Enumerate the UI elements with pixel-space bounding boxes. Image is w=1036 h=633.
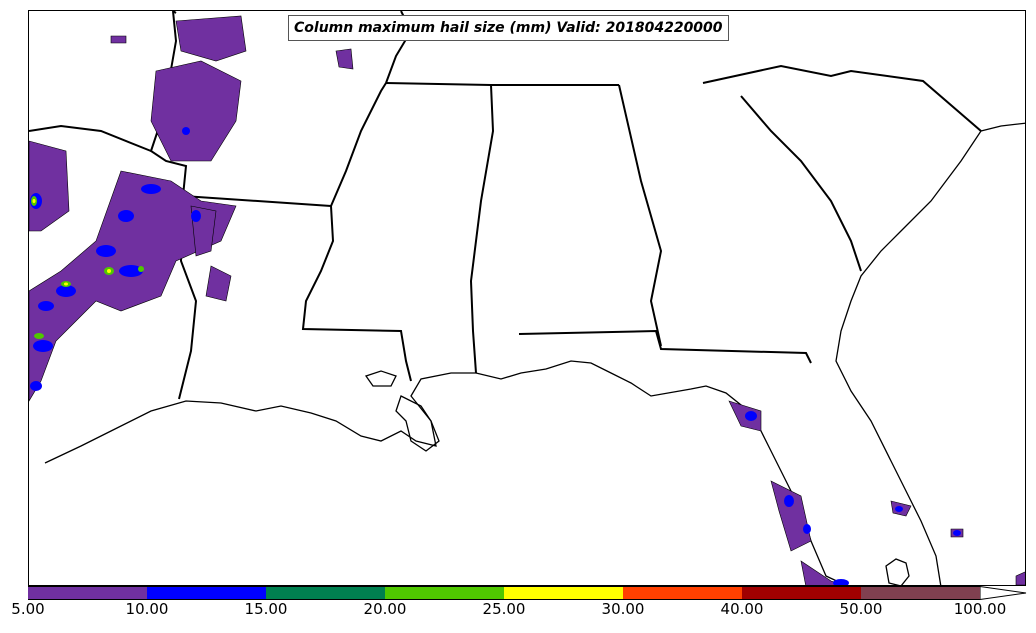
- atlantic-coast-ga-fl: [835, 130, 982, 585]
- boundary-tn-south: [385, 82, 619, 86]
- gulf-coast-tx: [44, 360, 842, 584]
- map-frame: [28, 10, 1026, 586]
- colorbar-extension: [980, 586, 1027, 600]
- colorbar: [28, 586, 1027, 600]
- boundary-ms-river: [301, 205, 412, 382]
- colorbar-segment: [861, 586, 980, 600]
- coastline: [44, 122, 1025, 585]
- atlantic-coast: [980, 122, 1025, 132]
- boundary-al-ga: [618, 84, 663, 347]
- boundary-ms-west: [330, 82, 387, 207]
- colorbar-tick-label: 15.00: [244, 600, 288, 618]
- colorbar-segment: [385, 586, 504, 600]
- map-canvas: [29, 11, 1025, 585]
- colorbar-tick-label: 10.00: [125, 600, 169, 618]
- hail-field-blue: [30, 127, 961, 585]
- colorbar-segment: [266, 586, 385, 600]
- boundary-ga-sc-river: [740, 95, 862, 272]
- colorbar-tick-label: 100.00: [953, 600, 1007, 618]
- boundary-mo-ar: [172, 11, 177, 14]
- colorbar-tick-label: 25.00: [482, 600, 526, 618]
- colorbar-segment: [742, 586, 861, 600]
- colorbar-tick-label: 5.00: [11, 600, 45, 618]
- boundary-ga-sc: [702, 64, 982, 132]
- hail-field-purple: [29, 15, 1025, 585]
- colorbar-segment: [147, 586, 266, 600]
- boundary-ar-ms-river: [149, 11, 188, 197]
- colorbar-segment: [504, 586, 623, 600]
- colorbar-tick-label: 30.00: [601, 600, 645, 618]
- colorbar-segment: [623, 586, 742, 600]
- boundary-ms-al: [469, 84, 495, 374]
- map-title: Column maximum hail size (mm) Valid: 201…: [288, 15, 729, 41]
- boundary-ok-tx: [29, 124, 152, 152]
- colorbar-tick-label: 40.00: [720, 600, 764, 618]
- lake-pontchartrain: [364, 370, 397, 387]
- colorbar-tick-label: 20.00: [363, 600, 407, 618]
- louisiana-delta: [395, 395, 440, 452]
- colorbar-tick-label: 50.00: [839, 600, 883, 618]
- colorbar-segment: [28, 586, 147, 600]
- hail-field-yellow: [32, 199, 111, 286]
- boundary-ar-la: [182, 195, 332, 207]
- boundary-al-fl: [518, 329, 812, 364]
- lake-okeechobee: [885, 558, 910, 585]
